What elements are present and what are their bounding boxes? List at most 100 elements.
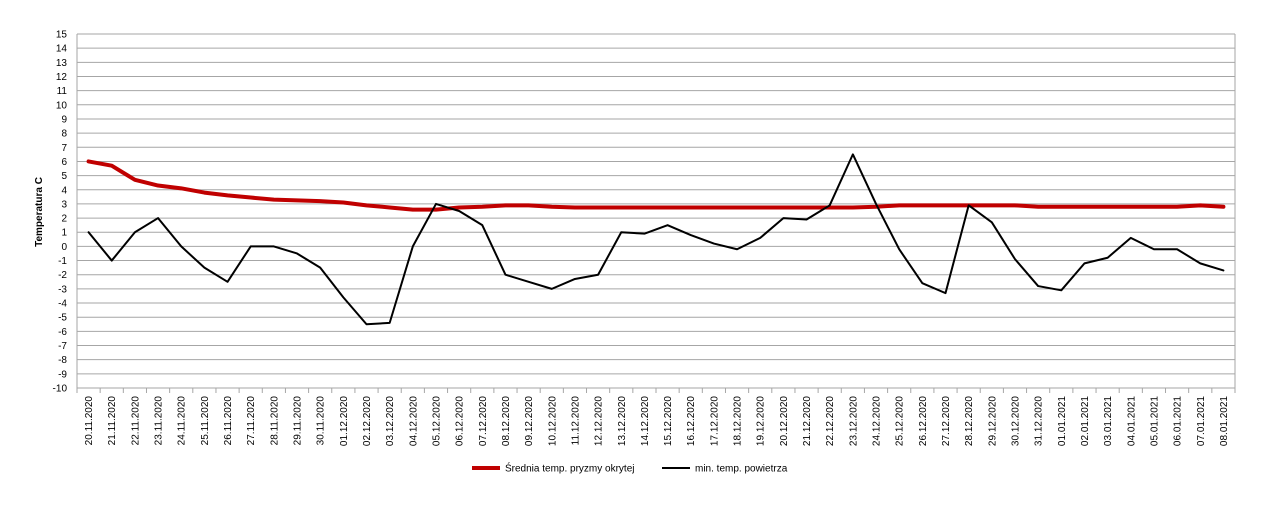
series-line-1 — [86, 159, 1226, 212]
data-point — [412, 209, 413, 210]
x-tick-label: 13.12.2020 — [617, 396, 628, 446]
data-point — [621, 232, 622, 233]
data-point — [551, 288, 552, 289]
data-point — [297, 200, 298, 201]
legend-label: Średnia temp. pryzmy okrytej — [505, 462, 635, 475]
data-point — [1014, 205, 1015, 206]
series-lines — [86, 153, 1226, 326]
data-point — [204, 267, 205, 268]
data-point — [111, 165, 112, 166]
data-point — [922, 205, 923, 206]
data-point — [690, 235, 691, 236]
y-tick-label: 12 — [56, 72, 68, 83]
data-point — [134, 232, 135, 233]
data-point — [366, 205, 367, 206]
data-point — [1061, 290, 1062, 291]
data-point — [1153, 206, 1154, 207]
data-point — [945, 293, 946, 294]
x-tick-label: 24.12.2020 — [872, 396, 883, 446]
y-tick-label: 9 — [61, 114, 67, 125]
x-tick-label: 31.12.2020 — [1034, 396, 1045, 446]
data-point — [482, 225, 483, 226]
x-tick-label: 27.12.2020 — [941, 396, 952, 446]
x-tick-label: 07.12.2020 — [478, 396, 489, 446]
data-point — [227, 195, 228, 196]
data-point — [968, 205, 969, 206]
data-point — [1223, 206, 1224, 207]
data-point — [760, 207, 761, 208]
data-point — [806, 207, 807, 208]
data-point — [297, 253, 298, 254]
data-point — [528, 281, 529, 282]
data-point — [134, 179, 135, 180]
x-tick-label: 25.11.2020 — [200, 396, 211, 446]
data-point — [644, 207, 645, 208]
data-point — [343, 297, 344, 298]
x-tick-label: 04.12.2020 — [408, 396, 419, 446]
data-point — [158, 185, 159, 186]
data-point — [713, 207, 714, 208]
x-tick-label: 26.11.2020 — [223, 396, 234, 446]
data-point — [181, 246, 182, 247]
data-point — [435, 203, 436, 204]
x-tick-label: 28.11.2020 — [269, 396, 280, 446]
data-point — [737, 249, 738, 250]
data-point — [1107, 206, 1108, 207]
x-tick-label: 16.12.2020 — [686, 396, 697, 446]
x-tick-label: 20.11.2020 — [84, 396, 95, 446]
x-tick-label: 12.12.2020 — [594, 396, 605, 446]
data-point — [505, 205, 506, 206]
x-tick-label: 10.12.2020 — [547, 396, 558, 446]
y-tick-label: 11 — [57, 86, 68, 97]
data-point — [991, 205, 992, 206]
data-point — [991, 222, 992, 223]
data-point — [320, 267, 321, 268]
data-point — [598, 274, 599, 275]
y-tick-label: 1 — [61, 228, 67, 239]
data-point — [273, 246, 274, 247]
data-point — [760, 237, 761, 238]
x-tick-label: 22.12.2020 — [825, 396, 836, 446]
data-point — [806, 219, 807, 220]
gridlines — [76, 33, 1236, 389]
x-tick-label: 05.01.2021 — [1149, 396, 1160, 446]
data-point — [343, 202, 344, 203]
x-tick-label: 30.12.2020 — [1010, 396, 1021, 446]
x-tick-label: 22.11.2020 — [130, 396, 141, 446]
data-point — [1200, 263, 1201, 264]
x-tick-label: 20.12.2020 — [779, 396, 790, 446]
x-tick-label: 28.12.2020 — [964, 396, 975, 446]
x-tick-label: 05.12.2020 — [431, 396, 442, 446]
data-point — [366, 324, 367, 325]
x-tick-label: 14.12.2020 — [640, 396, 651, 446]
data-point — [88, 161, 89, 162]
data-point — [852, 154, 853, 155]
data-point — [158, 218, 159, 219]
x-tick-label: 24.11.2020 — [177, 396, 188, 446]
y-tick-label: -1 — [58, 256, 67, 267]
data-point — [574, 278, 575, 279]
data-point — [713, 243, 714, 244]
y-tick-label: 3 — [61, 199, 67, 210]
data-point — [1038, 206, 1039, 207]
y-tick-label: -2 — [58, 270, 67, 281]
data-point — [320, 201, 321, 202]
data-point — [876, 203, 877, 204]
data-point — [1130, 237, 1131, 238]
x-tick-label: 25.12.2020 — [895, 396, 906, 446]
data-point — [1177, 249, 1178, 250]
data-point — [1014, 259, 1015, 260]
x-axis-ticks: 20.11.2020 21.11.2020 22.11.2020 23.11.2020… — [76, 388, 1236, 446]
x-tick-label: 01.12.2020 — [339, 396, 350, 446]
data-point — [227, 281, 228, 282]
x-tick-label: 19.12.2020 — [756, 396, 767, 446]
x-tick-label: 02.01.2021 — [1080, 396, 1091, 446]
y-tick-label: 7 — [61, 143, 67, 154]
data-point — [945, 205, 946, 206]
x-tick-label: 15.12.2020 — [663, 396, 674, 446]
data-point — [829, 205, 830, 206]
data-point — [459, 207, 460, 208]
data-point — [899, 249, 900, 250]
data-point — [250, 246, 251, 247]
